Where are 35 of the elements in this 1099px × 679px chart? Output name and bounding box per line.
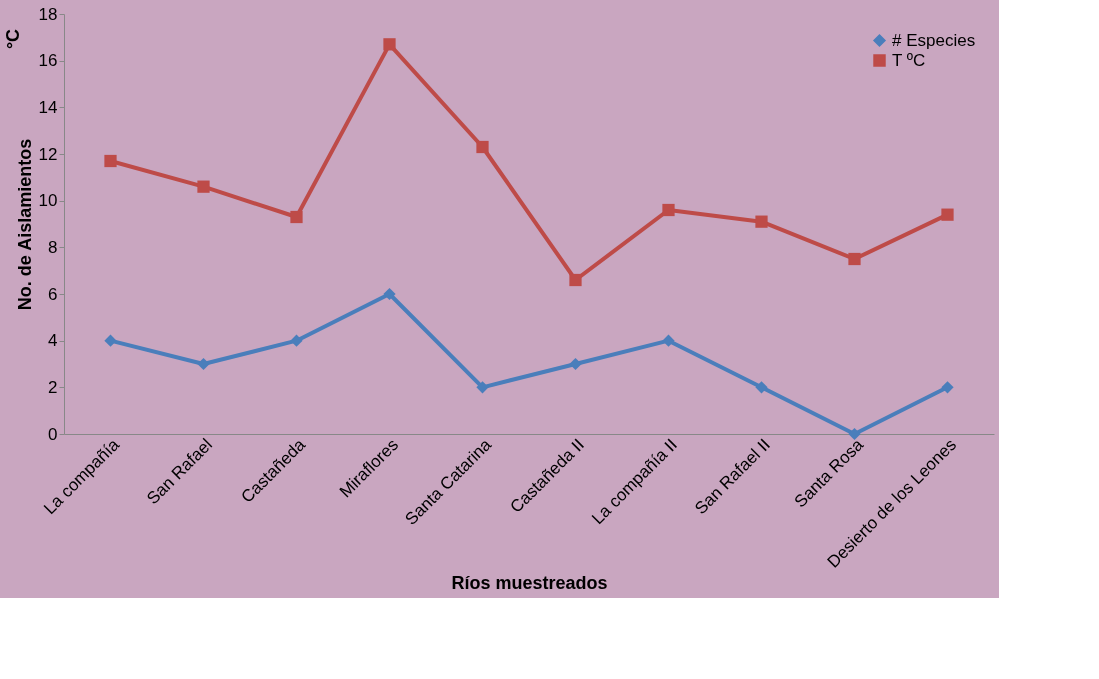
point [290,334,303,347]
legend-label: T ºC [892,50,926,70]
point [662,334,675,347]
point [476,140,489,154]
y-tick-label: 4 [48,331,58,351]
point [755,215,768,228]
y-tick-label: 6 [48,284,58,304]
y-tick-label: 14 [38,97,58,117]
point [755,381,768,394]
point [569,357,582,371]
y-tick-label: 10 [38,191,58,211]
point [662,203,675,217]
point [848,427,861,441]
point [104,154,117,168]
point [941,381,954,394]
point [476,381,489,394]
y-tick-label: 12 [38,144,58,164]
point [197,357,210,371]
point [383,287,396,301]
x-axis-title: Ríos muestreados [451,572,608,593]
y-tick-label: 8 [48,237,58,257]
point [197,180,210,193]
point [848,252,861,266]
point [290,210,303,224]
point [104,334,117,347]
y-axis-title: No. de Aislamientos [14,138,35,311]
text: °C [3,28,23,50]
y-tick-label: 2 [48,377,58,397]
legend-label: # Especies [892,30,976,50]
point [941,208,954,221]
y-tick-label: 18 [38,4,58,24]
point [383,38,396,51]
y-tick-label: 16 [38,51,58,71]
point [569,273,582,287]
y-tick-label: 0 [48,424,58,444]
